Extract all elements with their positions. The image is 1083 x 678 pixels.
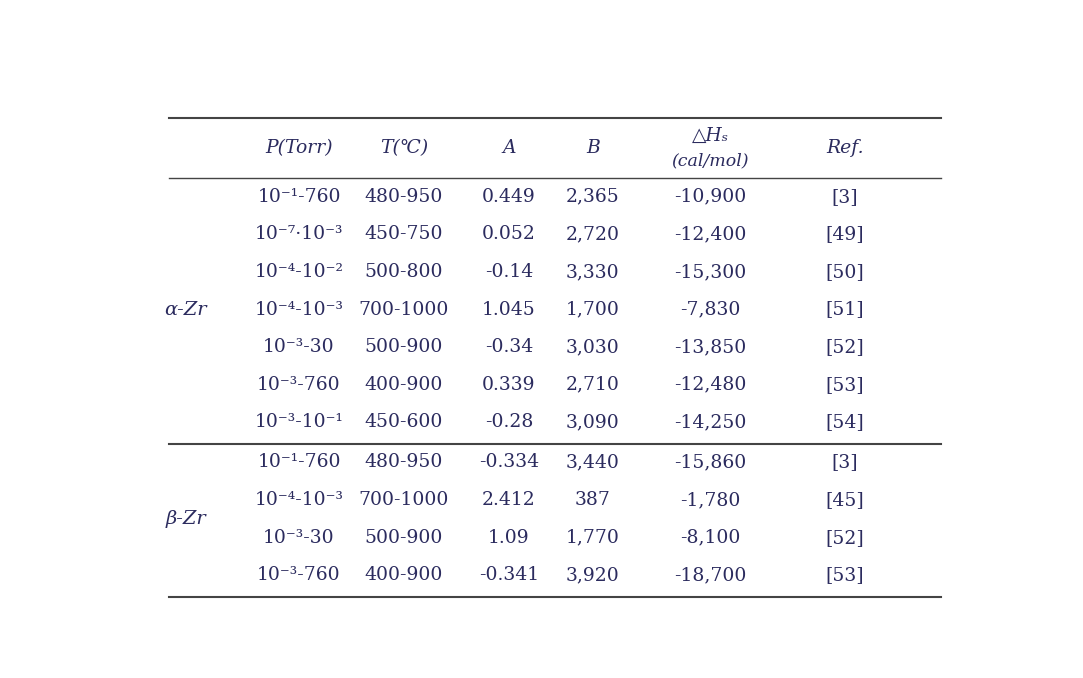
Text: 2,365: 2,365 (566, 188, 619, 205)
Text: [54]: [54] (825, 414, 864, 431)
Text: 0.449: 0.449 (482, 188, 536, 205)
Text: -0.28: -0.28 (485, 414, 533, 431)
Text: 2.412: 2.412 (482, 491, 536, 509)
Text: 450-750: 450-750 (365, 225, 443, 243)
Text: 3,440: 3,440 (566, 454, 619, 471)
Text: 10⁻⁴-10⁻³: 10⁻⁴-10⁻³ (255, 300, 343, 319)
Text: 480-950: 480-950 (365, 454, 443, 471)
Text: P(Torr): P(Torr) (265, 139, 332, 157)
Text: [49]: [49] (825, 225, 864, 243)
Text: [53]: [53] (825, 376, 864, 394)
Text: 400-900: 400-900 (365, 566, 443, 584)
Text: -0.14: -0.14 (485, 263, 533, 281)
Text: [53]: [53] (825, 566, 864, 584)
Text: [52]: [52] (825, 529, 864, 546)
Text: 700-1000: 700-1000 (358, 491, 449, 509)
Text: 10⁻³-30: 10⁻³-30 (263, 529, 335, 546)
Text: -12,480: -12,480 (674, 376, 746, 394)
Text: 1.045: 1.045 (482, 300, 536, 319)
Text: [50]: [50] (825, 263, 864, 281)
Text: 500-900: 500-900 (365, 529, 443, 546)
Text: A: A (503, 139, 516, 157)
Text: [45]: [45] (825, 491, 864, 509)
Text: 450-600: 450-600 (365, 414, 443, 431)
Text: (cal/mol): (cal/mol) (671, 153, 749, 170)
Text: 500-800: 500-800 (365, 263, 443, 281)
Text: T(℃): T(℃) (380, 139, 428, 157)
Text: 3,030: 3,030 (566, 338, 619, 356)
Text: [52]: [52] (825, 338, 864, 356)
Text: Ref.: Ref. (826, 139, 863, 157)
Text: -0.341: -0.341 (479, 566, 539, 584)
Text: B: B (586, 139, 600, 157)
Text: [51]: [51] (825, 300, 864, 319)
Text: -1,780: -1,780 (680, 491, 741, 509)
Text: -0.34: -0.34 (485, 338, 533, 356)
Text: -7,830: -7,830 (680, 300, 741, 319)
Text: 10⁻³-760: 10⁻³-760 (258, 566, 341, 584)
Text: 700-1000: 700-1000 (358, 300, 449, 319)
Text: 2,710: 2,710 (566, 376, 619, 394)
Text: -18,700: -18,700 (674, 566, 746, 584)
Text: 1,770: 1,770 (566, 529, 619, 546)
Text: -14,250: -14,250 (674, 414, 746, 431)
Text: 480-950: 480-950 (365, 188, 443, 205)
Text: -15,300: -15,300 (675, 263, 746, 281)
Text: -12,400: -12,400 (674, 225, 746, 243)
Text: 1,700: 1,700 (566, 300, 619, 319)
Text: 3,920: 3,920 (566, 566, 619, 584)
Text: -8,100: -8,100 (680, 529, 741, 546)
Text: 1.09: 1.09 (488, 529, 530, 546)
Text: -10,900: -10,900 (675, 188, 746, 205)
Text: -13,850: -13,850 (675, 338, 746, 356)
Text: 0.339: 0.339 (482, 376, 536, 394)
Text: 10⁻³-760: 10⁻³-760 (258, 376, 341, 394)
Text: 387: 387 (575, 491, 611, 509)
Text: 500-900: 500-900 (365, 338, 443, 356)
Text: 10⁻¹-760: 10⁻¹-760 (258, 454, 341, 471)
Text: △Hₛ: △Hₛ (692, 127, 729, 145)
Text: 3,330: 3,330 (566, 263, 619, 281)
Text: 0.052: 0.052 (482, 225, 536, 243)
Text: [3]: [3] (832, 188, 858, 205)
Text: -15,860: -15,860 (675, 454, 746, 471)
Text: 10⁻⁴-10⁻³: 10⁻⁴-10⁻³ (255, 491, 343, 509)
Text: [3]: [3] (832, 454, 858, 471)
Text: 10⁻³-30: 10⁻³-30 (263, 338, 335, 356)
Text: 10⁻³-10⁻¹: 10⁻³-10⁻¹ (255, 414, 343, 431)
Text: 10⁻⁷·10⁻³: 10⁻⁷·10⁻³ (255, 225, 343, 243)
Text: 2,720: 2,720 (565, 225, 619, 243)
Text: β-Zr: β-Zr (166, 510, 206, 528)
Text: -0.334: -0.334 (479, 454, 539, 471)
Text: 3,090: 3,090 (566, 414, 619, 431)
Text: α-Zr: α-Zr (165, 300, 207, 319)
Text: 10⁻¹-760: 10⁻¹-760 (258, 188, 341, 205)
Text: 400-900: 400-900 (365, 376, 443, 394)
Text: 10⁻⁴-10⁻²: 10⁻⁴-10⁻² (255, 263, 343, 281)
